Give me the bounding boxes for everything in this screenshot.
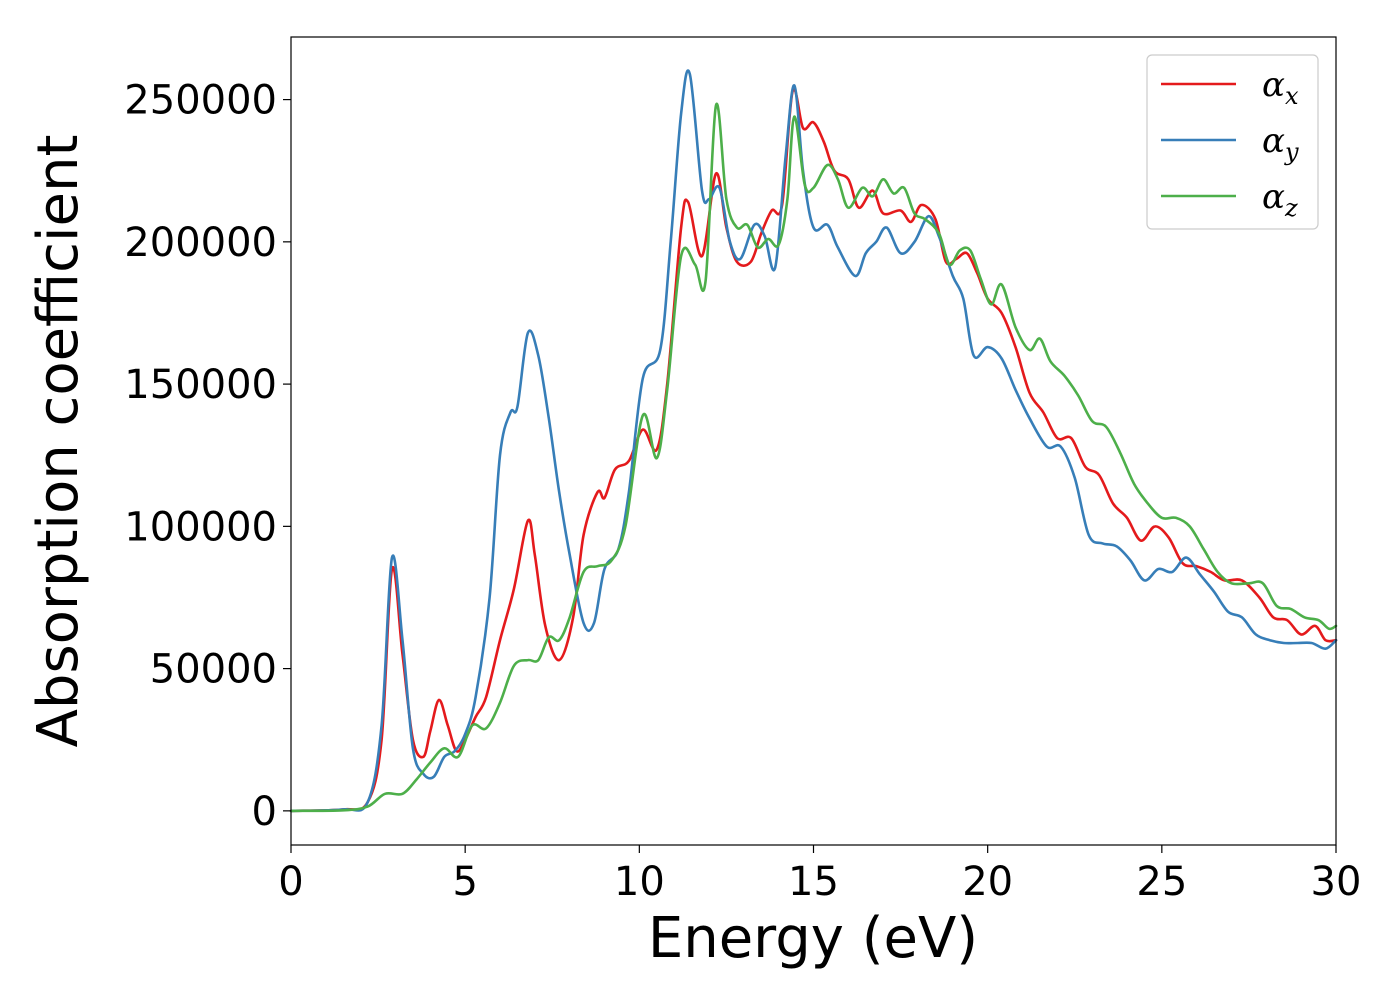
y-axis-ticks: 0 50000 100000 150000 200000 250000 [124, 78, 291, 835]
x-tick-label: 5 [452, 859, 477, 905]
y-tick-label: 0 [252, 789, 277, 835]
x-tick-label: 30 [1311, 859, 1362, 905]
x-tick-label: 20 [962, 859, 1013, 905]
plot-lines [289, 69, 1338, 813]
y-tick-label: 100000 [124, 504, 277, 550]
y-axis-title: Absorption coefficient [26, 135, 91, 748]
legend-box [1146, 54, 1319, 230]
series-line-alpha-z [289, 102, 1338, 813]
x-tick-label: 15 [788, 859, 839, 905]
x-axis-ticks: 0 5 10 15 20 25 30 [278, 845, 1361, 905]
y-tick-label: 250000 [124, 78, 277, 124]
y-tick-label: 150000 [124, 362, 277, 408]
y-tick-label: 200000 [124, 220, 277, 266]
y-tick-label: 50000 [150, 647, 277, 693]
x-tick-label: 25 [1136, 859, 1187, 905]
x-tick-label: 0 [278, 859, 303, 905]
series-line-alpha-y [289, 69, 1338, 813]
x-axis-title: Energy (eV) [648, 906, 978, 971]
x-tick-label: 10 [614, 859, 665, 905]
